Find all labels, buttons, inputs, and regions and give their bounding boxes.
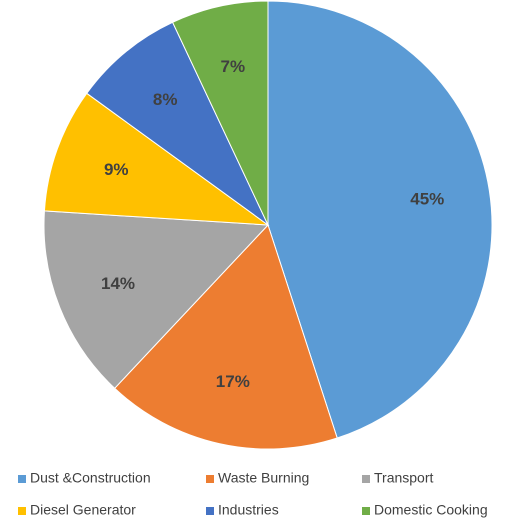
legend-swatch-diesel-generator [18,507,26,515]
legend-swatch-domestic-cooking [362,507,370,515]
pie-slice-industries [86,21,269,226]
legend-swatch-dust-and-construction [18,475,26,483]
legend-label-domestic-cooking: Domestic Cooking [374,502,488,518]
pie-slice-transport [43,210,270,389]
legend-label-diesel-generator: Diesel Generator [30,502,136,518]
data-label-domestic-cooking: 7% [221,57,246,76]
legend-label-transport: Transport [374,470,434,486]
pie-slice-diesel-generator [43,92,270,226]
legend-swatch-transport [362,475,370,483]
data-label-diesel-generator: 9% [104,160,129,179]
data-label-dust-and-construction: 45% [410,189,444,208]
pie-slice-domestic-cooking [171,0,269,226]
legend-swatch-industries [206,507,214,515]
data-label-waste-burning: 17% [216,372,250,391]
pie-slice-dust-and-construction [267,0,493,439]
pie-slices [43,0,493,450]
legend-label-dust-and-construction: Dust &Construction [30,470,151,486]
data-label-industries: 8% [153,90,178,109]
legend-label-industries: Industries [218,502,279,518]
data-label-transport: 14% [101,274,135,293]
pie-slice-labels: 45% 17% 14% 9% 8% 7% [101,57,444,391]
legend-label-waste-burning: Waste Burning [218,470,309,486]
legend: Dust &Construction Waste Burning Transport… [18,470,488,518]
pie-slice-waste-burning [113,224,338,450]
legend-swatch-waste-burning [206,475,214,483]
